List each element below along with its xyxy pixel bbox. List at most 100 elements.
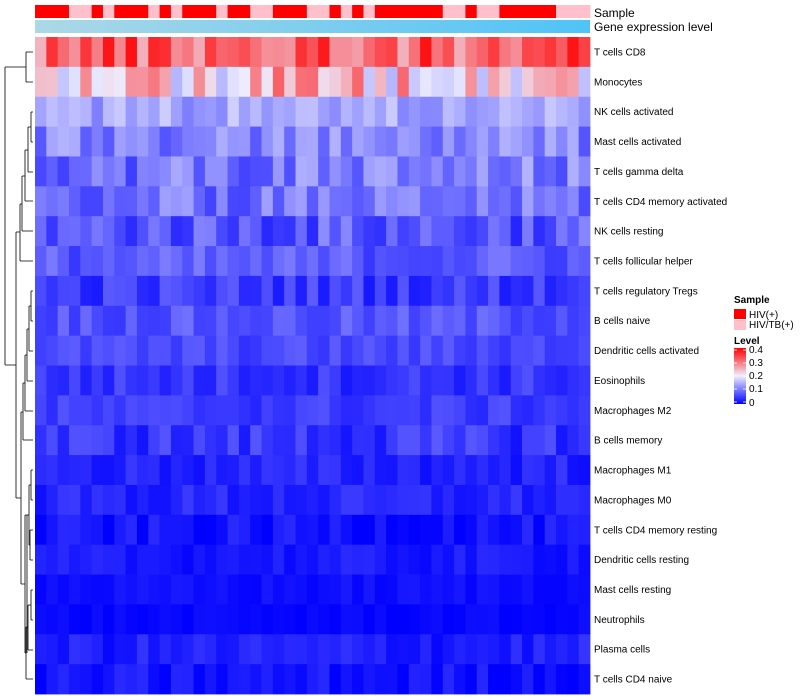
heatmap-cell <box>204 246 217 277</box>
heatmap-cell <box>374 305 387 337</box>
heatmap-cell <box>91 96 104 127</box>
heatmap-cell <box>227 544 240 575</box>
heatmap-cell <box>556 455 568 486</box>
heatmap-cell <box>80 365 93 396</box>
heatmap-cell <box>204 275 217 307</box>
heatmap-cell <box>544 395 557 426</box>
heatmap-cell <box>216 275 228 307</box>
heatmap-cell <box>35 544 47 575</box>
heatmap-cell <box>306 484 319 516</box>
heatmap-cell <box>533 37 546 68</box>
heatmap-cell <box>578 455 591 486</box>
heatmap-cell <box>488 66 500 98</box>
heatmap-cell <box>216 395 228 426</box>
heatmap-cell <box>170 305 183 337</box>
heatmap-cell <box>306 216 319 247</box>
heatmap-cell <box>35 66 47 98</box>
heatmap-cell <box>193 664 206 695</box>
heatmap-cell <box>454 425 466 456</box>
heatmap-cell <box>340 126 353 157</box>
heatmap-cell <box>261 484 274 516</box>
heatmap-cell <box>397 514 410 546</box>
heatmap-cell <box>318 305 330 337</box>
heatmap-cell <box>159 514 172 546</box>
heatmap-cell <box>136 216 149 247</box>
heatmap-cell <box>318 425 330 456</box>
heatmap-cell <box>159 574 172 605</box>
heatmap-cell <box>431 425 444 456</box>
heatmap-cell <box>510 634 523 665</box>
heatmap-cell <box>306 395 319 426</box>
heatmap-cell <box>80 514 93 546</box>
heatmap-cell <box>125 156 138 187</box>
heatmap-cell <box>454 455 466 486</box>
heatmap-cell <box>329 305 342 337</box>
sample-annotation-cell <box>170 5 183 18</box>
heatmap-cell <box>295 37 308 68</box>
heatmap-cell <box>465 66 478 98</box>
heatmap-cell <box>340 66 353 98</box>
heatmap-cell <box>238 395 251 426</box>
heatmap-cell <box>556 514 568 546</box>
heatmap-cell <box>46 634 59 665</box>
heatmap-cell <box>476 96 489 127</box>
heatmap-cell <box>329 604 342 635</box>
heatmap-cell <box>544 37 557 68</box>
heatmap-cell <box>170 335 183 366</box>
heatmap-cell <box>91 425 104 456</box>
heatmap-cell <box>68 37 81 68</box>
heatmap-cell <box>148 246 160 277</box>
heatmap-cell <box>238 126 251 157</box>
sample-annotation-cell <box>454 5 466 18</box>
heatmap-cell <box>170 156 183 187</box>
heatmap-cell <box>386 514 398 546</box>
heatmap-cell <box>476 216 489 247</box>
heatmap-cell <box>136 425 149 456</box>
heatmap-cell <box>318 246 330 277</box>
heatmap-cell <box>431 96 444 127</box>
heatmap-cell <box>148 216 160 247</box>
heatmap-cell <box>352 305 364 337</box>
heatmap-cell <box>204 37 217 68</box>
sample-annotation-cell <box>148 5 160 18</box>
heatmap-cell <box>159 664 172 695</box>
heatmap-cell <box>80 634 93 665</box>
sample-annotation-label: Sample <box>594 6 635 20</box>
heatmap-cell <box>216 216 228 247</box>
heatmap-cell <box>148 544 160 575</box>
heatmap-cell <box>295 335 308 366</box>
heatmap-cell <box>57 186 70 217</box>
heatmap-cell <box>102 574 115 605</box>
heatmap-cell <box>318 664 330 695</box>
heatmap-cell <box>250 96 262 127</box>
heatmap-cell <box>159 246 172 277</box>
heatmap-cell <box>46 544 59 575</box>
heatmap-cell <box>261 514 274 546</box>
heatmap-cell <box>91 664 104 695</box>
heatmap-cell <box>352 37 364 68</box>
sample-annotation-cell <box>578 5 591 18</box>
sample-annotation-cell <box>261 5 274 18</box>
heatmap-cell <box>318 275 330 307</box>
heatmap-cell <box>216 604 228 635</box>
heatmap-cell <box>329 186 342 217</box>
heatmap-cell <box>363 664 376 695</box>
heatmap-cell <box>284 634 296 665</box>
heatmap-cell <box>363 246 376 277</box>
heatmap-cell <box>204 634 217 665</box>
heatmap-cell <box>329 395 342 426</box>
heatmap-cell <box>329 514 342 546</box>
heatmap-cell <box>476 634 489 665</box>
heatmap-cell <box>397 574 410 605</box>
heatmap-cell <box>567 664 580 695</box>
heatmap-cell <box>159 305 172 337</box>
heatmap-cell <box>329 634 342 665</box>
heatmap-cell <box>476 335 489 366</box>
heatmap-cell <box>556 335 568 366</box>
row-label: T cells CD8 <box>594 47 646 58</box>
heatmap-cell <box>272 365 285 396</box>
heatmap-cell <box>431 574 444 605</box>
heatmap-cell <box>284 604 296 635</box>
heatmap-cell <box>261 425 274 456</box>
heatmap-cell <box>476 126 489 157</box>
